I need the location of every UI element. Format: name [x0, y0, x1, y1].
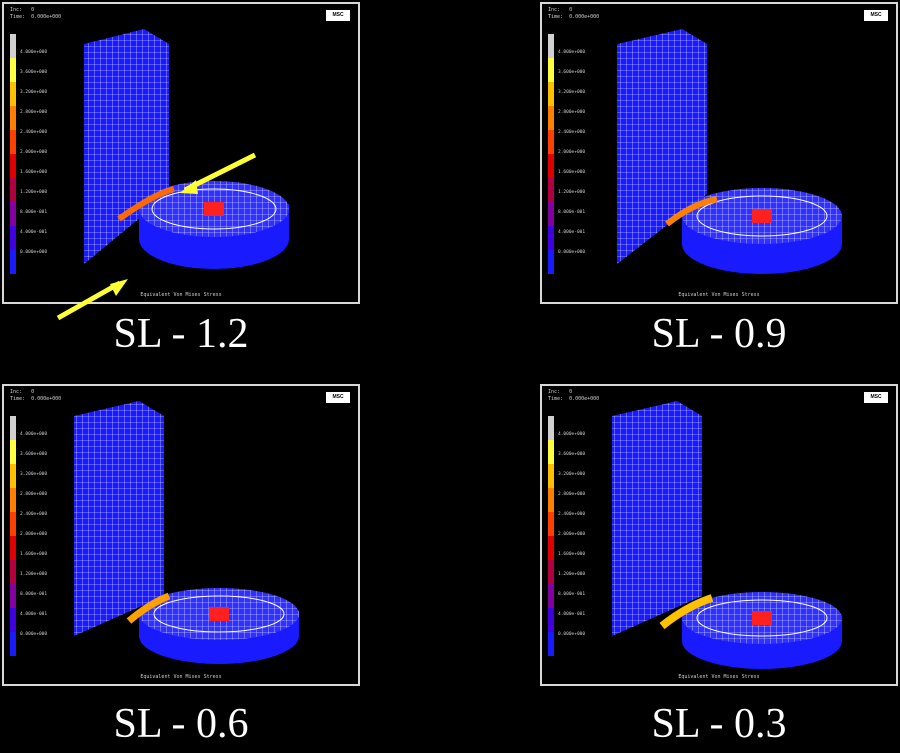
- scale-label: 3.600e+000: [558, 70, 586, 75]
- scale-label: 3.600e+000: [558, 452, 586, 457]
- scale-label: 3.200e+000: [558, 90, 586, 95]
- scale-label: 2.000e+000: [558, 532, 586, 537]
- scale-label: 2.800e+000: [558, 492, 586, 497]
- scale-label: 0.000e+000: [558, 632, 586, 637]
- scale-label: 2.800e+000: [20, 492, 48, 497]
- scale-label: 2.000e+000: [20, 150, 48, 155]
- scale-label: 1.600e+000: [558, 552, 586, 557]
- msc-logo: MSC: [326, 392, 350, 403]
- scale-label: 8.000e-001: [558, 592, 586, 597]
- scale-label: 3.200e+000: [20, 472, 48, 477]
- scale-label: 2.000e+000: [20, 532, 48, 537]
- fem-mesh-render: [617, 29, 842, 274]
- scale-label: 4.000e-001: [558, 230, 586, 235]
- stress-color-scale: [548, 416, 554, 656]
- scale-label: 3.200e+000: [20, 90, 48, 95]
- scale-label: 1.200e+000: [558, 572, 586, 577]
- scale-label: 2.400e+000: [558, 130, 586, 135]
- scale-label: 1.600e+000: [20, 552, 48, 557]
- scale-label: 0.000e+000: [20, 632, 48, 637]
- panel-label: SL - 0.9: [651, 311, 787, 357]
- scale-label: 4.000e-001: [20, 230, 48, 235]
- panel-label: SL - 1.2: [113, 311, 249, 357]
- msc-logo: MSC: [864, 392, 888, 403]
- scale-label: 0.000e+000: [20, 250, 48, 255]
- scale-label: 3.600e+000: [20, 452, 48, 457]
- fem-panel: Inc: 0 Time: 0.000e+000 MSC 4.000e+000 3…: [540, 2, 898, 304]
- scale-label: 2.800e+000: [20, 110, 48, 115]
- result-type-caption: Equivalent Von Mises Stress: [678, 292, 760, 298]
- panel-label: SL - 0.3: [651, 701, 787, 747]
- stress-color-scale: [548, 34, 554, 274]
- fem-panel: Inc: 0 Time: 0.000e+000 MSC 4.000e+000 3…: [2, 384, 360, 686]
- scale-label: 8.000e-001: [558, 210, 586, 215]
- scale-label: 4.000e-001: [558, 612, 586, 617]
- scale-label: 2.800e+000: [558, 110, 586, 115]
- increment-time-readout: Inc: 0 Time: 0.000e+000: [548, 389, 600, 402]
- increment-time-readout: Inc: 0 Time: 0.000e+000: [10, 389, 62, 402]
- scale-label: 3.200e+000: [558, 472, 586, 477]
- increment-time-readout: Inc: 0 Time: 0.000e+000: [10, 7, 62, 20]
- arrow-head-icon: [110, 279, 128, 296]
- scale-label: 4.000e-001: [20, 612, 48, 617]
- result-type-caption: Equivalent Von Mises Stress: [678, 674, 760, 680]
- arrow-icon: [56, 280, 122, 321]
- scale-label: 3.600e+000: [20, 70, 48, 75]
- scale-label: 1.200e+000: [558, 190, 586, 195]
- fem-mesh-render: [612, 401, 842, 669]
- scale-label: 2.400e+000: [20, 130, 48, 135]
- scale-label: 1.600e+000: [20, 170, 48, 175]
- fem-mesh-render: [74, 401, 299, 664]
- stress-color-scale: [10, 416, 16, 656]
- scale-label: 1.200e+000: [20, 572, 48, 577]
- fem-panel: Inc: 0 Time: 0.000e+000 MSC 4.000e+000 3…: [540, 384, 898, 686]
- scale-label: 4.000e+000: [558, 432, 586, 437]
- scale-label: 4.000e+000: [558, 50, 586, 55]
- arrow-head-icon: [180, 180, 198, 194]
- scale-label: 1.600e+000: [558, 170, 586, 175]
- scale-label: 2.000e+000: [558, 150, 586, 155]
- scale-label: 8.000e-001: [20, 210, 48, 215]
- scale-label: 2.400e+000: [558, 512, 586, 517]
- panel-label: SL - 0.6: [113, 701, 249, 747]
- increment-time-readout: Inc: 0 Time: 0.000e+000: [548, 7, 600, 20]
- fem-mesh-render: [84, 29, 289, 269]
- scale-label: 0.000e+000: [558, 250, 586, 255]
- fem-panel: Inc: 0 Time: 0.000e+000 MSC 4.000e+000 3…: [2, 2, 360, 304]
- scale-label: 4.000e+000: [20, 432, 48, 437]
- msc-logo: MSC: [864, 10, 888, 21]
- scale-label: 1.200e+000: [20, 190, 48, 195]
- arrow-icon: [183, 152, 257, 193]
- result-type-caption: Equivalent Von Mises Stress: [140, 674, 222, 680]
- scale-label: 8.000e-001: [20, 592, 48, 597]
- result-type-caption: Equivalent Von Mises Stress: [140, 292, 222, 298]
- stress-color-scale: [10, 34, 16, 274]
- msc-logo: MSC: [326, 10, 350, 21]
- scale-label: 4.000e+000: [20, 50, 48, 55]
- scale-label: 2.400e+000: [20, 512, 48, 517]
